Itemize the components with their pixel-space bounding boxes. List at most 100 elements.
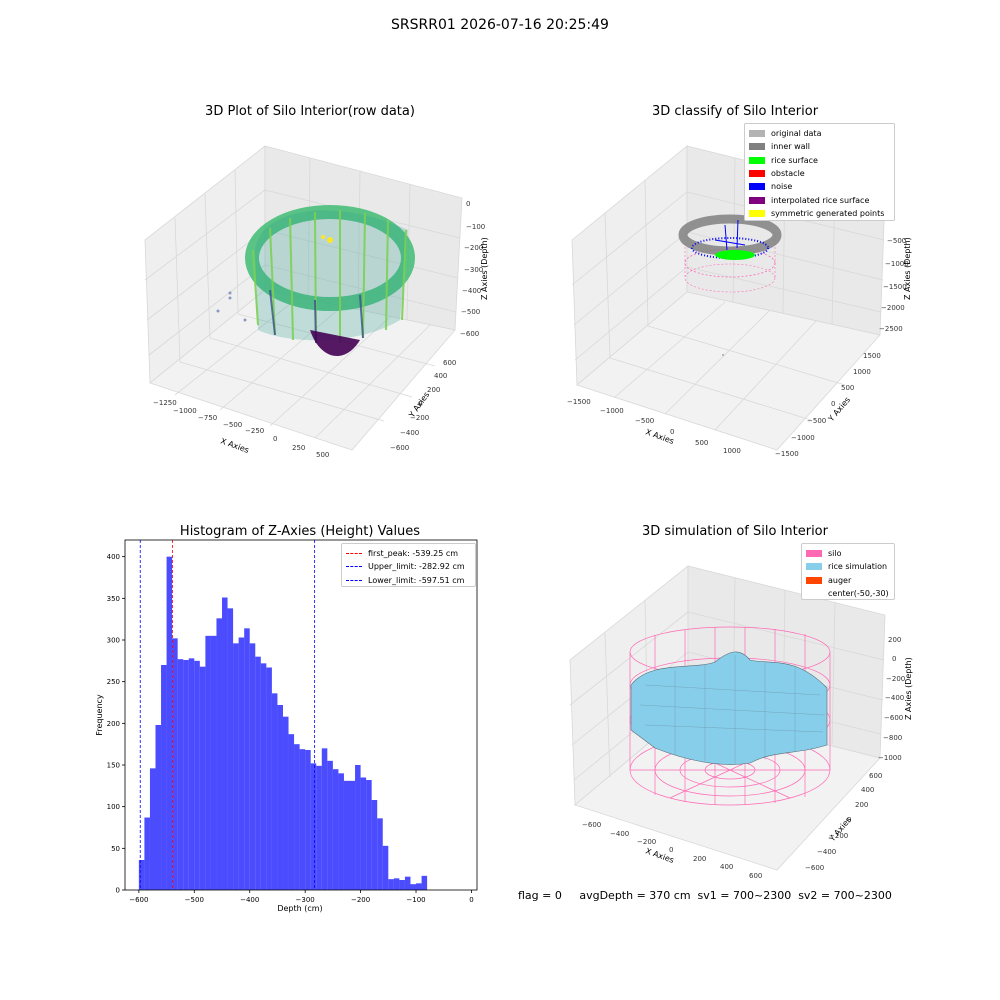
histogram-bar (349, 780, 356, 890)
histogram-ytick-label: 350 (107, 595, 120, 603)
histogram-bar (388, 879, 394, 890)
classify-legend: original data inner wall rice surface ob… (744, 123, 895, 221)
classify-xtick: −1500 (567, 398, 591, 406)
legend-item: first_peak: -539.25 cm (346, 547, 471, 560)
histogram-bar (166, 556, 173, 890)
histogram-frame (124, 539, 478, 891)
raw-ytick: −400 (400, 429, 419, 437)
legend-swatch (749, 130, 765, 138)
histogram-bar (244, 628, 250, 890)
histogram-bar (310, 763, 317, 890)
legend-line (346, 566, 362, 568)
classify-ytick: 1000 (853, 368, 871, 376)
legend-item: obstacle (749, 167, 890, 180)
histogram-legend: first_peak: -539.25 cm Upper_limit: -282… (341, 543, 476, 587)
histogram-ylabel: Frequency (95, 694, 104, 736)
histogram-ytick-label: 200 (107, 720, 120, 728)
histogram-bar (205, 635, 211, 890)
classify-ztick: −2000 (881, 304, 905, 312)
histogram-ytick-label: 250 (107, 678, 120, 686)
histogram-bar (260, 663, 267, 890)
classify-ytick: 0 (831, 400, 835, 408)
legend-item: interpolated rice surface (749, 193, 890, 206)
sim-ztick: 0 (892, 655, 896, 663)
classify-ytick: −1500 (775, 450, 799, 458)
histogram-bar (371, 800, 378, 890)
histogram-panel: Histogram of Z-Axies (Height) Values −60… (80, 520, 500, 920)
histogram-bar (199, 666, 206, 890)
legend-swatch (749, 196, 765, 204)
raw-xtick: 250 (292, 444, 305, 452)
sim-xtick: −400 (610, 830, 629, 838)
sim-ztick: 200 (888, 636, 901, 644)
histogram-bar (155, 725, 162, 890)
legend-item: symmetric generated points (749, 207, 890, 220)
classify-xtick: −500 (635, 417, 654, 425)
classify-ztick: −1000 (885, 260, 909, 268)
legend-swatch (749, 183, 765, 191)
legend-label: inner wall (771, 142, 811, 152)
classify-xtick: −1000 (600, 407, 624, 415)
histogram-bar (399, 880, 405, 890)
sim-zlabel: Z Axies (Depth) (904, 657, 913, 720)
legend-label: silo (828, 549, 842, 559)
histogram-bar (172, 638, 178, 890)
legend-item: original data (749, 127, 890, 140)
sim-xtick: 600 (749, 872, 762, 880)
histogram-bar (177, 659, 184, 890)
sim-ztick: −1000 (878, 754, 902, 762)
legend-line (346, 553, 362, 555)
status-footer: flag = 0 avgDepth = 370 cm sv1 = 700~230… (518, 889, 892, 902)
legend-label: noise (771, 182, 793, 192)
sim-ytick: 600 (869, 772, 882, 780)
simulation-3d-panel: 3D simulation of Silo Interior (555, 520, 915, 880)
histogram-xtick-label: −400 (240, 896, 259, 904)
histogram-bar (327, 760, 333, 890)
histogram-bar (149, 768, 156, 890)
histogram-bar (321, 748, 328, 890)
histogram-bar (366, 780, 372, 890)
sim-ytick: −400 (817, 848, 836, 856)
legend-item: rice surface (749, 154, 890, 167)
histogram-ytick-label: 50 (111, 845, 120, 853)
histogram-bar (404, 876, 411, 890)
histogram-xtick-label: −500 (185, 896, 204, 904)
raw-xtick: −750 (198, 414, 217, 422)
histogram-bar (355, 765, 361, 890)
histogram-bar (271, 693, 278, 890)
histogram-bar (266, 667, 272, 890)
histogram-bar (227, 608, 234, 890)
histogram-bar (161, 665, 167, 890)
histogram-xtick-label: 0 (469, 896, 473, 904)
raw-ytick: 600 (443, 359, 456, 367)
histogram-bar (216, 618, 223, 890)
histogram-bar (144, 817, 150, 890)
simulation-legend: silo rice simulation auger center(-50,-3… (801, 543, 895, 600)
histogram-xtick-label: −100 (406, 896, 425, 904)
histogram-bar (393, 878, 400, 890)
raw-xtick: −250 (245, 427, 264, 435)
sim-ztick: −600 (884, 714, 903, 722)
legend-label: Lower_limit: -597.51 cm (368, 575, 465, 585)
legend-swatch (806, 563, 822, 571)
sim-xtick: −600 (582, 821, 601, 829)
legend-item: center(-50,-30) (806, 587, 890, 600)
histogram-ytick-label: 100 (107, 803, 120, 811)
histogram-ytick-label: 150 (107, 762, 120, 770)
raw-ztick: −400 (462, 287, 481, 295)
legend-item: auger (806, 574, 890, 587)
raw-ztick: −300 (464, 266, 483, 274)
histogram-xlabel: Depth (cm) (277, 904, 322, 913)
classify-ytick: −500 (807, 417, 826, 425)
legend-label: auger (828, 575, 852, 585)
sim-ytick: 400 (861, 786, 874, 794)
raw-ztick: −100 (466, 223, 485, 231)
histogram-chart: −600 −500 −400 −300 −200 −100 0 0 50 100 150 200 250… (95, 539, 478, 913)
legend-label: symmetric generated points (771, 208, 885, 218)
legend-label: rice surface (771, 155, 818, 165)
classify-ztick: −1500 (883, 283, 907, 291)
legend-label: Upper_limit: -282.92 cm (368, 562, 465, 572)
raw-zlabel: Z Axies (Depth) (480, 237, 489, 300)
histogram-xtick-label: −600 (129, 896, 148, 904)
histogram-bar (249, 643, 256, 890)
